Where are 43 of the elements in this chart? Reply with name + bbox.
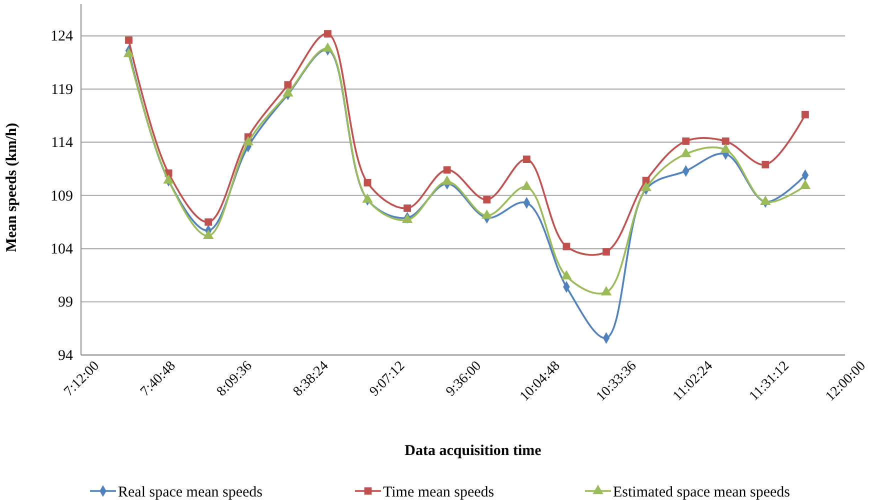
point [123,48,134,58]
legend-label: Time mean speeds [383,484,494,500]
point [640,182,652,192]
point [802,110,809,118]
point [722,138,730,145]
point [443,166,451,174]
y-tick-label: 114 [51,135,74,152]
point [163,174,174,184]
point [404,204,411,212]
y-tick-label: 124 [50,28,74,45]
y-tick-label: 99 [58,294,73,311]
point [561,270,572,280]
point [762,160,770,168]
y-tick-label: 119 [51,82,73,98]
y-tick-label: 104 [50,241,74,258]
point [282,87,294,96]
point [521,180,532,190]
point [322,42,334,52]
x-axis-title: Data acquisition time [404,443,542,459]
point [720,144,731,153]
point [483,196,491,204]
y-axis-title: Mean speeds (km/h) [4,122,20,252]
y-tick-label: 109 [50,188,73,204]
point [682,138,690,145]
point [522,156,530,163]
point [362,194,373,203]
point [324,30,332,38]
point [680,148,692,158]
point [482,209,492,219]
point [204,218,212,226]
point [600,286,612,296]
legend-label: Real space mean speeds [118,484,263,500]
point [442,175,452,185]
point [242,136,254,146]
legend-label: Estimated space mean speeds [613,484,790,500]
point [800,180,811,189]
point [760,196,771,205]
point [602,248,610,256]
y-tick-label: 94 [58,348,74,364]
point [125,36,132,44]
point [202,230,214,239]
point [364,178,372,186]
point [284,81,292,89]
